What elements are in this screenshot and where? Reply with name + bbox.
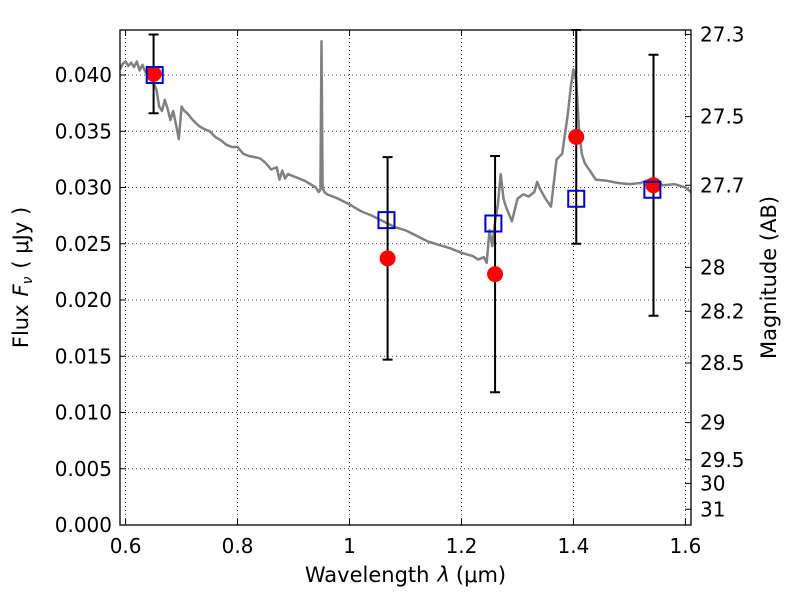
right-axis-title: Magnitude (AB) [757,196,781,359]
y-tick-label: 0.025 [55,232,112,256]
y-tick-label: 0.020 [55,288,112,312]
x-axis-title: Wavelength λ (μm) [305,563,506,587]
model-sed-line [120,40,691,265]
observed-point [145,65,162,82]
model-photometry-square [484,214,503,233]
y-tick-label: 0.005 [55,457,112,481]
y2-tick-label: 27.3 [700,23,745,47]
y-tick-label: 0.035 [55,119,112,143]
plot-frame [119,29,692,526]
observed-point [645,177,662,194]
grid-lines [120,30,691,526]
model-photometry-square [377,211,396,230]
x-tick-label: 1.2 [446,534,478,558]
x-tick-label: 1 [343,534,356,558]
x-tick-label: 1.6 [669,534,701,558]
x-tick-label: 1.4 [558,534,590,558]
y2-tick-label: 29.5 [700,448,745,472]
y2-tick-label: 28.5 [700,351,745,375]
axis-ticks: 0.6 0.8 1 1.2 1.4 1.6 0.000 0.005 0.010 0.015 0.02… [55,23,745,559]
y2-tick-label: 30 [700,471,725,495]
y2-tick-label: 27.7 [700,173,745,197]
model-photometry-square [643,180,662,199]
y2-tick-label: 28 [700,255,725,279]
y-tick-label: 0.030 [55,176,112,200]
model-photometry-square [567,189,586,208]
observed-point [487,266,504,283]
model-photometry-square [145,66,164,84]
y-tick-label: 0.015 [55,344,112,368]
plot-area [120,29,691,394]
observed-point [568,128,585,145]
y2-tick-label: 27.5 [700,105,745,129]
y2-tick-label: 31 [700,497,725,521]
observed-point [379,250,396,267]
y2-tick-label: 28.2 [700,299,745,323]
y-tick-label: 0.000 [55,513,112,537]
x-tick-label: 0.8 [222,534,254,558]
y-axis-title: FluxFν( μJy ) [9,207,36,348]
y-tick-label: 0.010 [55,401,112,425]
y-tick-label: 0.040 [55,63,112,87]
y2-tick-label: 29 [700,411,725,435]
x-tick-label: 0.6 [110,534,142,558]
